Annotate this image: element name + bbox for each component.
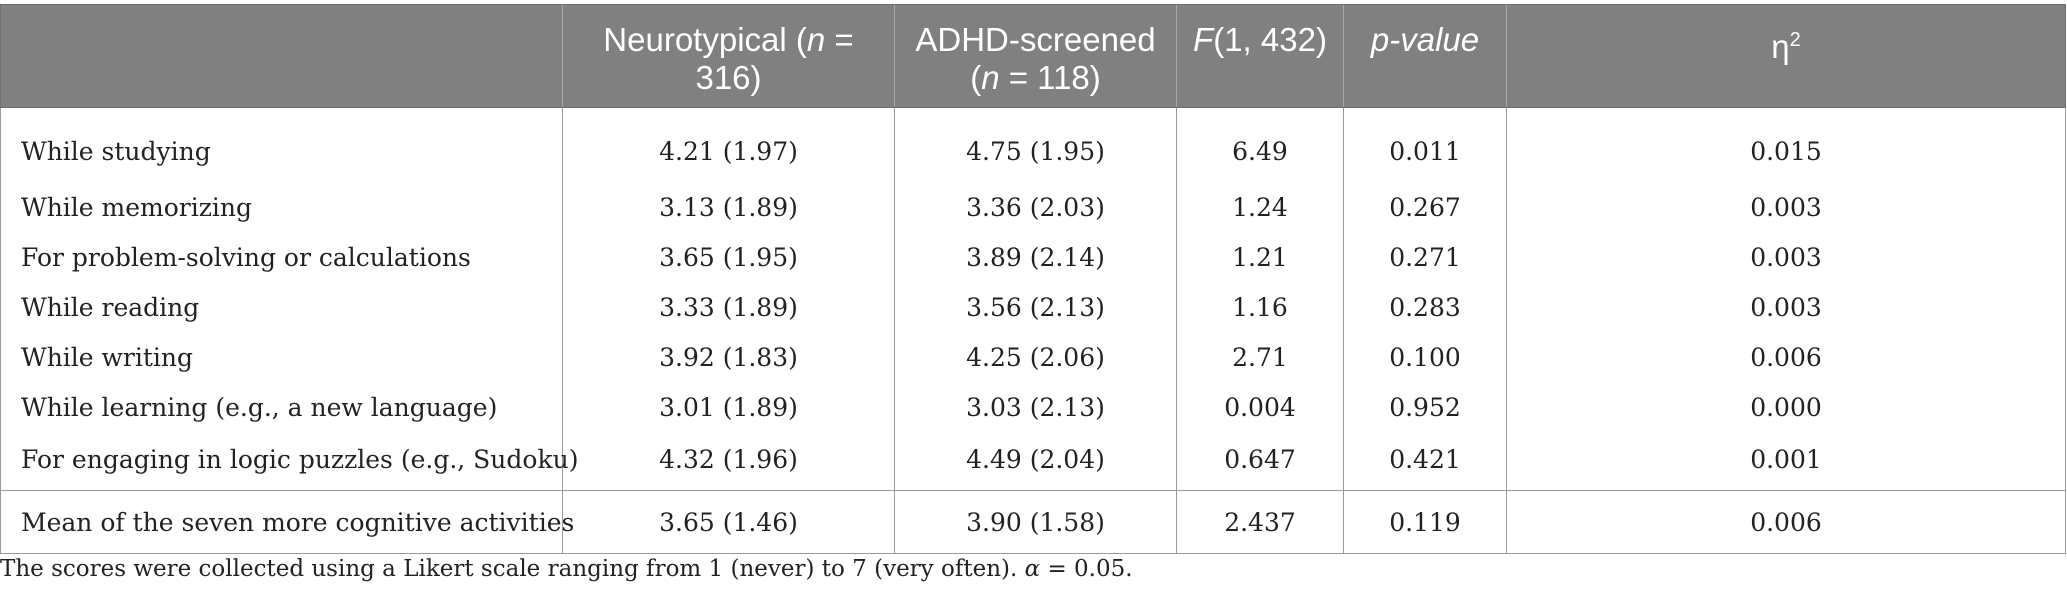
cell-eta2: 0.006: [1506, 490, 2066, 554]
cell-adhd: 3.89 (2.14): [894, 232, 1177, 282]
row-label: For engaging in logic puzzles (e.g., Sud…: [0, 432, 578, 491]
cell-p: 0.283: [1343, 282, 1507, 332]
table-footnote: The scores were collected using a Likert…: [0, 556, 1133, 582]
cell-eta2: 0.000: [1506, 382, 2066, 432]
table-row: While writing 3.92 (1.83) 4.25 (2.06) 2.…: [0, 332, 2066, 382]
cell-eta2: 0.003: [1506, 182, 2066, 232]
row-label: While memorizing: [0, 182, 563, 232]
table-row: While memorizing 3.13 (1.89) 3.36 (2.03)…: [0, 182, 2066, 232]
cell-p: 0.119: [1343, 490, 1507, 554]
cell-adhd: 4.25 (2.06): [894, 332, 1177, 382]
cell-neurotypical: 3.65 (1.46): [562, 490, 895, 554]
cell-eta2: 0.003: [1506, 232, 2066, 282]
row-label: While reading: [0, 282, 563, 332]
cell-adhd: 4.75 (1.95): [894, 107, 1177, 182]
table-row: For problem-solving or calculations 3.65…: [0, 232, 2066, 282]
row-label: While studying: [0, 107, 563, 182]
header-p-value: p-value: [1343, 4, 1507, 108]
table-row: While learning (e.g., a new language) 3.…: [0, 382, 2066, 432]
cell-adhd: 3.36 (2.03): [894, 182, 1177, 232]
table-row: While reading 3.33 (1.89) 3.56 (2.13) 1.…: [0, 282, 2066, 332]
cell-adhd: 3.03 (2.13): [894, 382, 1177, 432]
cell-f: 2.71: [1176, 332, 1344, 382]
cell-p: 0.267: [1343, 182, 1507, 232]
row-label: For problem-solving or calculations: [0, 232, 563, 282]
cell-f: 1.24: [1176, 182, 1344, 232]
cell-p: 0.271: [1343, 232, 1507, 282]
row-label: Mean of the seven more cognitive activit…: [0, 490, 574, 554]
cell-neurotypical: 4.32 (1.96): [562, 432, 895, 491]
table-row: While studying 4.21 (1.97) 4.75 (1.95) 6…: [0, 107, 2066, 182]
cell-p: 0.100: [1343, 332, 1507, 382]
cell-eta2: 0.006: [1506, 332, 2066, 382]
header-blank: [0, 4, 563, 108]
cell-adhd: 4.49 (2.04): [894, 432, 1177, 491]
cell-eta2: 0.001: [1506, 432, 2066, 491]
cell-adhd: 3.56 (2.13): [894, 282, 1177, 332]
header-f-statistic: F(1, 432): [1176, 4, 1344, 108]
mean-row: Mean of the seven more cognitive activit…: [0, 490, 2066, 554]
table-row: For engaging in logic puzzles (e.g., Sud…: [0, 432, 2066, 491]
header-adhd-screened: ADHD-screened (n = 118): [894, 4, 1177, 108]
cell-f: 1.21: [1176, 232, 1344, 282]
cell-adhd: 3.90 (1.58): [894, 490, 1177, 554]
cell-eta2: 0.003: [1506, 282, 2066, 332]
cell-neurotypical: 3.92 (1.83): [562, 332, 895, 382]
table-header-row: Neurotypical (n = 316) ADHD-screened (n =…: [0, 4, 2066, 108]
row-label: While writing: [0, 332, 563, 382]
cell-neurotypical: 3.01 (1.89): [562, 382, 895, 432]
cell-f: 0.647: [1176, 432, 1344, 491]
cell-p: 0.952: [1343, 382, 1507, 432]
cell-f: 6.49: [1176, 107, 1344, 182]
cell-eta2: 0.015: [1506, 107, 2066, 182]
cell-f: 1.16: [1176, 282, 1344, 332]
cell-p: 0.421: [1343, 432, 1507, 491]
header-eta-squared: η2: [1506, 4, 2066, 108]
header-neurotypical: Neurotypical (n = 316): [562, 4, 895, 108]
cell-f: 2.437: [1176, 490, 1344, 554]
cell-p: 0.011: [1343, 107, 1507, 182]
cell-neurotypical: 4.21 (1.97): [562, 107, 895, 182]
cell-neurotypical: 3.65 (1.95): [562, 232, 895, 282]
cell-neurotypical: 3.13 (1.89): [562, 182, 895, 232]
row-label: While learning (e.g., a new language): [0, 382, 563, 432]
results-table: Neurotypical (n = 316) ADHD-screened (n =…: [0, 4, 2066, 554]
cell-f: 0.004: [1176, 382, 1344, 432]
cell-neurotypical: 3.33 (1.89): [562, 282, 895, 332]
